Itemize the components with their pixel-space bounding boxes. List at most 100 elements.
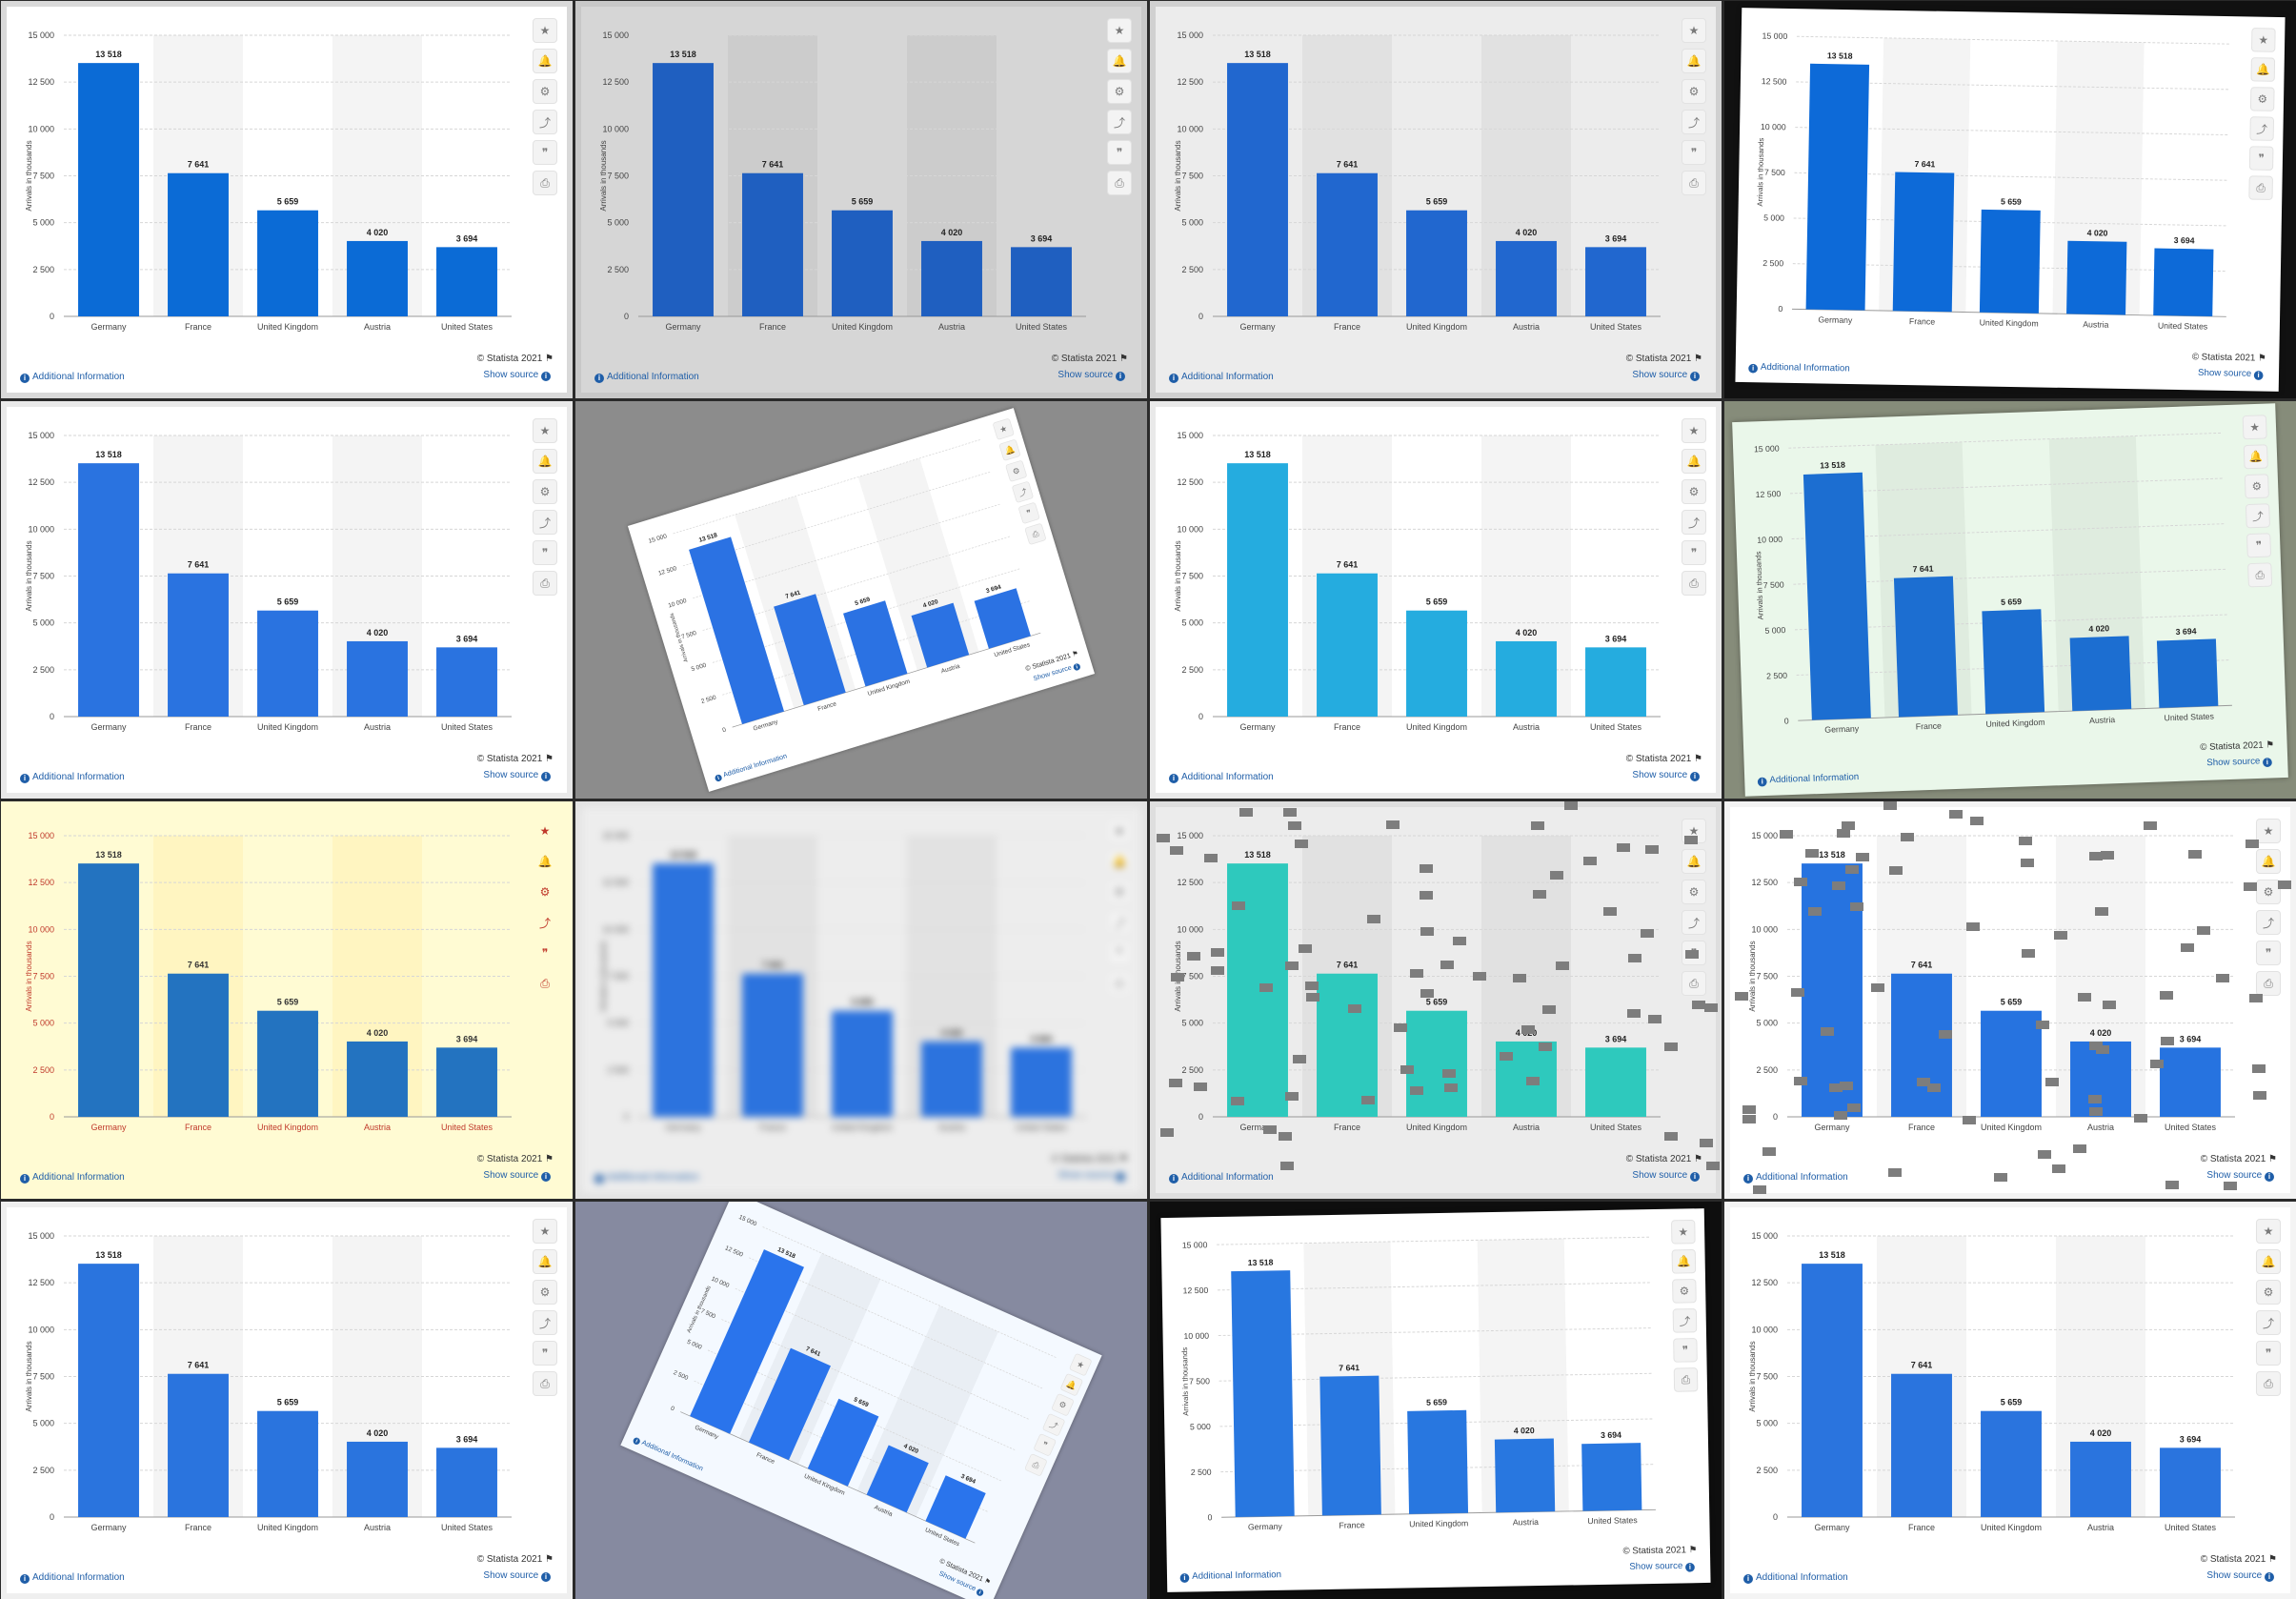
share-icon[interactable]: ⤴ — [1672, 1308, 1698, 1333]
bar-france[interactable] — [748, 1347, 831, 1461]
bar-united-states[interactable] — [1011, 1047, 1072, 1117]
star-icon[interactable]: ★ — [1682, 819, 1706, 843]
show-source-link[interactable]: Show source i — [477, 767, 554, 783]
print-icon[interactable]: ⎙ — [1107, 971, 1132, 996]
gear-icon[interactable]: ⚙ — [533, 1280, 557, 1305]
star-icon[interactable]: ★ — [533, 1219, 557, 1244]
gear-icon[interactable]: ⚙ — [2244, 474, 2269, 499]
bar-france[interactable] — [1891, 1373, 1952, 1517]
quote-icon[interactable]: ❞ — [1682, 140, 1706, 165]
bar-united-states[interactable] — [436, 247, 497, 316]
bar-austria[interactable] — [866, 1445, 929, 1513]
show-source-link[interactable]: Show source i — [2201, 1167, 2277, 1184]
gear-icon[interactable]: ⚙ — [1107, 880, 1132, 904]
bar-united-states[interactable] — [436, 1447, 497, 1517]
bar-austria[interactable] — [2069, 636, 2132, 712]
bar-austria[interactable] — [921, 1041, 982, 1117]
bar-united-kingdom[interactable] — [832, 1010, 893, 1117]
bar-united-states[interactable] — [1011, 247, 1072, 316]
bar-france[interactable] — [168, 1373, 229, 1517]
bar-austria[interactable] — [2070, 1041, 2131, 1117]
star-icon[interactable]: ★ — [2256, 1219, 2281, 1244]
print-icon[interactable]: ⎙ — [2248, 175, 2273, 200]
bell-icon[interactable]: 🔔 — [2256, 1249, 2281, 1274]
bar-germany[interactable] — [690, 1249, 805, 1434]
bar-germany[interactable] — [1227, 863, 1288, 1117]
show-source-link[interactable]: Show source i — [2201, 753, 2275, 771]
additional-information-link[interactable]: i Additional Information — [1743, 1572, 1848, 1584]
star-icon[interactable]: ★ — [1107, 18, 1132, 43]
bar-austria[interactable] — [911, 602, 970, 668]
bar-austria[interactable] — [921, 240, 982, 316]
additional-information-link[interactable]: i Additional Information — [1743, 1172, 1848, 1184]
gear-icon[interactable]: ⚙ — [1682, 880, 1706, 904]
show-source-link[interactable]: Show source i — [2191, 365, 2266, 382]
bar-austria[interactable] — [1496, 640, 1557, 717]
additional-information-link[interactable]: i Additional Information — [20, 1172, 125, 1184]
bar-austria[interactable] — [1494, 1438, 1556, 1513]
star-icon[interactable]: ★ — [539, 824, 551, 838]
print-icon[interactable]: ⎙ — [1682, 971, 1706, 996]
additional-information-link[interactable]: i Additional Information — [1169, 372, 1274, 383]
bar-austria[interactable] — [347, 240, 408, 316]
bar-united-kingdom[interactable] — [832, 210, 893, 316]
print-icon[interactable]: ⎙ — [1682, 171, 1706, 195]
bar-united-kingdom[interactable] — [257, 1010, 318, 1117]
additional-information-link[interactable]: i Additional Information — [594, 1172, 699, 1184]
share-icon[interactable]: ⤴ — [2249, 116, 2275, 141]
print-icon[interactable]: ⎙ — [533, 1371, 557, 1396]
gear-icon[interactable]: ⚙ — [1682, 479, 1706, 504]
show-source-link[interactable]: Show source i — [1626, 367, 1702, 383]
share-icon[interactable]: ⤴ — [533, 510, 557, 535]
additional-information-link[interactable]: i Additional Information — [1169, 772, 1274, 783]
share-icon[interactable]: ⤴ — [1107, 110, 1132, 134]
bar-united-kingdom[interactable] — [1406, 1010, 1467, 1117]
bar-austria[interactable] — [2070, 1441, 2131, 1517]
additional-information-link[interactable]: i Additional Information — [20, 772, 125, 783]
show-source-link[interactable]: Show source i — [1052, 1167, 1128, 1184]
show-source-link[interactable]: Show source i — [477, 1167, 554, 1184]
bar-germany[interactable] — [1231, 1270, 1295, 1518]
show-source-link[interactable]: Show source i — [477, 1568, 554, 1584]
share-icon[interactable]: ⤴ — [538, 916, 551, 930]
star-icon[interactable]: ★ — [533, 18, 557, 43]
print-icon[interactable]: ⎙ — [1107, 171, 1132, 195]
bar-united-states[interactable] — [1585, 1047, 1646, 1117]
quote-icon[interactable]: ❞ — [2248, 146, 2274, 171]
bar-united-kingdom[interactable] — [1981, 1410, 2042, 1517]
star-icon[interactable]: ★ — [2256, 819, 2281, 843]
bar-united-states[interactable] — [1585, 247, 1646, 316]
print-icon[interactable]: ⎙ — [533, 571, 557, 596]
bar-france[interactable] — [1891, 973, 1952, 1117]
bar-germany[interactable] — [1805, 63, 1870, 311]
bar-germany[interactable] — [78, 1264, 139, 1517]
bar-austria[interactable] — [1496, 240, 1557, 316]
share-icon[interactable]: ⤴ — [2245, 503, 2270, 529]
share-icon[interactable]: ⤴ — [533, 110, 557, 134]
bar-united-states[interactable] — [2153, 248, 2214, 317]
bar-france[interactable] — [774, 594, 846, 706]
print-icon[interactable]: ⎙ — [1673, 1367, 1699, 1392]
star-icon[interactable]: ★ — [1670, 1219, 1696, 1245]
star-icon[interactable]: ★ — [2251, 28, 2276, 52]
share-icon[interactable]: ⤴ — [2256, 910, 2281, 935]
bar-united-kingdom[interactable] — [1981, 1010, 2042, 1117]
print-icon[interactable]: ⎙ — [533, 171, 557, 195]
additional-information-link[interactable]: i Additional Information — [20, 1572, 125, 1584]
star-icon[interactable]: ★ — [1682, 18, 1706, 43]
quote-icon[interactable]: ❞ — [2256, 1341, 2281, 1366]
share-icon[interactable]: ⤴ — [2256, 1310, 2281, 1335]
bar-united-kingdom[interactable] — [1979, 209, 2041, 314]
star-icon[interactable]: ★ — [2242, 415, 2267, 440]
bar-united-states[interactable] — [974, 588, 1031, 649]
quote-icon[interactable]: ❞ — [1673, 1338, 1698, 1363]
additional-information-link[interactable]: i Additional Information — [1748, 362, 1850, 374]
bar-united-kingdom[interactable] — [1406, 210, 1467, 316]
bar-france[interactable] — [1317, 172, 1378, 316]
quote-icon[interactable]: ❞ — [1107, 140, 1132, 165]
bell-icon[interactable]: 🔔 — [2250, 57, 2276, 82]
bar-france[interactable] — [1317, 973, 1378, 1117]
bell-icon[interactable]: 🔔 — [533, 1249, 557, 1274]
quote-icon[interactable]: ❞ — [541, 946, 549, 960]
print-icon[interactable]: ⎙ — [2256, 971, 2281, 996]
